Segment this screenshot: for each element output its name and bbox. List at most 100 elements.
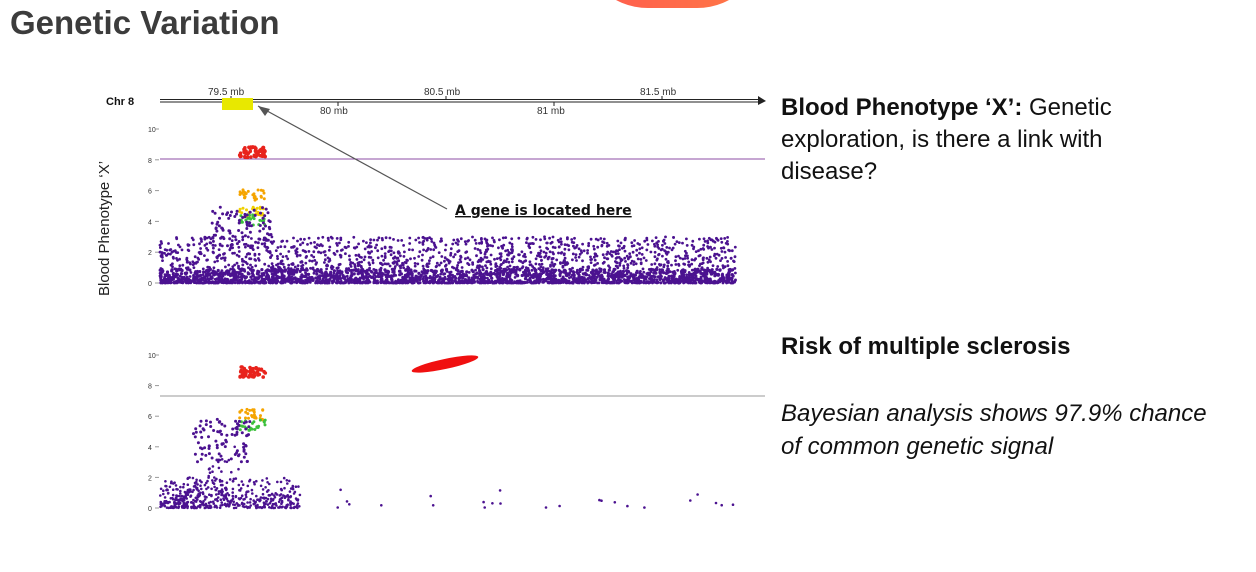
data-point: [376, 238, 379, 242]
data-point: [289, 506, 293, 510]
data-point: [523, 273, 527, 277]
data-point: [478, 271, 482, 276]
peak-point-orange: [245, 407, 249, 411]
data-point: [674, 263, 678, 266]
data-point: [358, 281, 362, 285]
peak-point-purple: [222, 237, 226, 241]
y-tick-label: 2: [148, 250, 152, 257]
data-point: [460, 281, 464, 285]
data-point: [198, 479, 202, 482]
data-point: [199, 237, 203, 241]
data-point: [278, 506, 281, 509]
peak-point-purple: [218, 420, 222, 424]
data-point: [541, 266, 545, 269]
data-point: [178, 257, 182, 261]
data-point: [580, 280, 585, 284]
data-point: [432, 248, 436, 252]
data-point: [544, 267, 548, 271]
data-point: [713, 240, 717, 244]
data-point: [409, 270, 413, 274]
data-point: [490, 276, 494, 280]
data-point: [293, 490, 297, 494]
data-point: [339, 236, 343, 240]
data-point: [219, 498, 223, 502]
peak-point-red: [249, 146, 254, 150]
peak-point-red: [254, 150, 259, 155]
peak-point-red: [246, 151, 251, 155]
peak-point-red: [243, 368, 247, 373]
data-point: [642, 270, 646, 274]
data-point: [305, 255, 308, 258]
data-point: [607, 268, 611, 272]
data-point: [344, 269, 348, 273]
peak-point-purple: [215, 458, 219, 462]
data-point: [653, 250, 657, 254]
data-point: [549, 265, 552, 268]
peak-point-purple: [240, 231, 244, 235]
data-point: [559, 262, 562, 265]
peak-point-red: [259, 149, 263, 153]
data-point: [232, 477, 236, 481]
data-point: [159, 500, 163, 504]
data-point: [255, 276, 259, 280]
data-point: [533, 274, 538, 278]
data-point: [662, 271, 666, 275]
data-point: [211, 271, 215, 275]
data-point: [721, 264, 725, 268]
data-point: [271, 267, 275, 271]
data-point: [244, 280, 248, 284]
data-point: [522, 270, 526, 274]
data-point: [293, 265, 297, 269]
data-point: [193, 277, 197, 282]
data-point: [437, 251, 441, 255]
data-point: [217, 280, 221, 284]
data-point: [163, 500, 166, 503]
data-point: [569, 268, 573, 272]
data-point: [180, 275, 184, 279]
data-point: [426, 269, 430, 273]
data-point: [611, 250, 615, 254]
data-point: [238, 281, 242, 285]
data-point: [388, 249, 391, 253]
data-point: [513, 276, 517, 279]
data-point: [538, 255, 542, 258]
data-point: [354, 253, 358, 257]
data-point: [171, 277, 175, 281]
data-point: [213, 485, 216, 489]
data-point: [237, 266, 240, 270]
data-point: [568, 273, 571, 276]
data-point: [257, 257, 260, 260]
data-point: [447, 278, 451, 282]
peak-point-red: [244, 372, 248, 376]
data-point: [266, 273, 270, 277]
data-point: [206, 265, 210, 269]
peak-point-orange: [262, 197, 266, 201]
data-point: [617, 244, 620, 248]
data-point: [335, 242, 338, 245]
data-point: [523, 280, 527, 284]
data-point: [410, 280, 415, 284]
data-point: [702, 237, 706, 241]
data-point: [376, 274, 380, 278]
peak-point-purple: [215, 229, 219, 233]
peak-point-purple: [220, 226, 224, 230]
data-point: [399, 280, 403, 284]
data-point: [261, 479, 264, 482]
data-point: [255, 506, 258, 510]
data-point: [168, 248, 172, 252]
data-point: [198, 252, 202, 256]
data-point: [666, 250, 670, 254]
data-point: [546, 276, 551, 281]
data-point: [329, 270, 333, 274]
data-point: [544, 251, 548, 255]
data-point: [208, 241, 212, 245]
data-point: [225, 269, 229, 274]
peak-point-orange: [259, 188, 263, 192]
data-point: [402, 255, 406, 258]
data-point: [480, 281, 484, 285]
data-point: [217, 272, 221, 276]
data-point: [428, 280, 432, 284]
data-point: [561, 264, 565, 268]
data-point: [274, 492, 278, 495]
data-point: [158, 268, 162, 272]
